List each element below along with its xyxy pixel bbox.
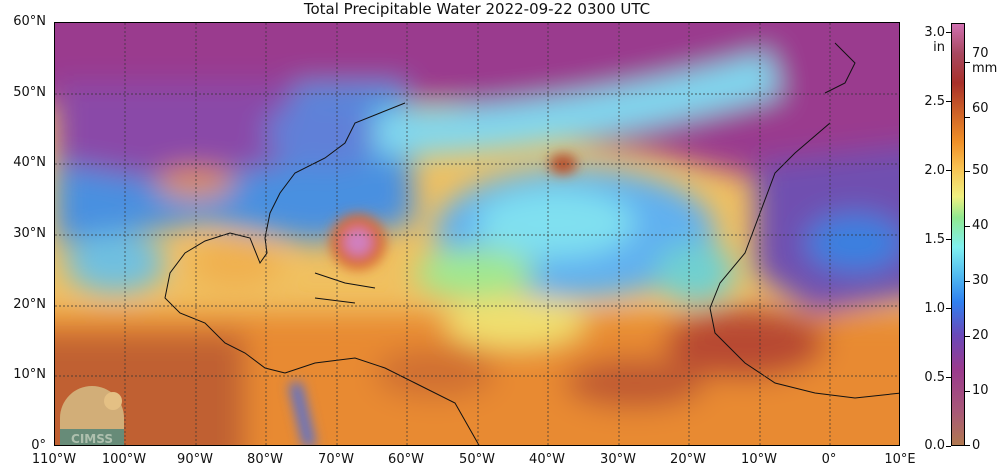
lon-label: 0° bbox=[821, 452, 837, 467]
tpw-field: CIMSS bbox=[55, 23, 899, 446]
colorbar-mm-tick: 10 bbox=[972, 383, 989, 398]
lat-label: 30°N bbox=[13, 226, 46, 241]
lon-label: 100°W bbox=[101, 452, 147, 467]
colorbar bbox=[951, 23, 965, 446]
colorbar-inch-tick: 2.0 bbox=[924, 163, 945, 178]
precipitable-water-map: CIMSS bbox=[54, 22, 900, 446]
lat-label: 60°N bbox=[13, 14, 46, 29]
colorbar-mm-tick: 20 bbox=[972, 328, 989, 343]
graticule bbox=[55, 23, 899, 445]
lon-label: 60°W bbox=[388, 452, 424, 467]
colorbar-inch-tick: 1.5 bbox=[924, 232, 945, 247]
colorbar-mm-tick: 70 bbox=[972, 46, 989, 61]
lon-label: 80°W bbox=[247, 452, 283, 467]
colorbar-inch-tick: 2.5 bbox=[924, 94, 945, 109]
lat-label: 0° bbox=[31, 438, 46, 453]
lon-label: 30°W bbox=[600, 452, 636, 467]
colorbar-mm-tick: 0 bbox=[972, 438, 981, 453]
lon-label: 90°W bbox=[177, 452, 213, 467]
map-title: Total Precipitable Water 2022-09-22 0300… bbox=[303, 0, 651, 18]
colorbar-inch-tick: 1.0 bbox=[924, 301, 945, 316]
colorbar-inch-tick: 3.0 bbox=[924, 25, 945, 40]
colorbar-unit-in: in bbox=[933, 40, 945, 55]
colorbar-inch-tick: 0.5 bbox=[924, 370, 945, 385]
lon-label: 50°W bbox=[459, 452, 495, 467]
lon-label: 110°W bbox=[31, 452, 77, 467]
lat-label: 50°N bbox=[13, 85, 46, 100]
cimss-logo: CIMSS bbox=[60, 386, 124, 446]
logo-text: CIMSS bbox=[71, 432, 113, 446]
lon-label: 10°E bbox=[884, 452, 916, 467]
colorbar-unit-mm: mm bbox=[972, 61, 998, 76]
colorbar-mm-tick: 60 bbox=[972, 101, 989, 116]
colorbar-mm-tick: 50 bbox=[972, 163, 989, 178]
colorbar-mm-tick: 40 bbox=[972, 218, 989, 233]
colorbar-mm-tick: 30 bbox=[972, 273, 989, 288]
lon-label: 20°W bbox=[670, 452, 706, 467]
coastlines bbox=[164, 42, 899, 445]
lon-label: 70°W bbox=[318, 452, 354, 467]
lat-label: 20°N bbox=[13, 297, 46, 312]
lat-label: 10°N bbox=[13, 367, 46, 382]
lat-label: 40°N bbox=[13, 155, 46, 170]
lon-label: 10°W bbox=[741, 452, 777, 467]
lon-label: 40°W bbox=[529, 452, 565, 467]
colorbar-inch-tick: 0.0 bbox=[924, 438, 945, 453]
